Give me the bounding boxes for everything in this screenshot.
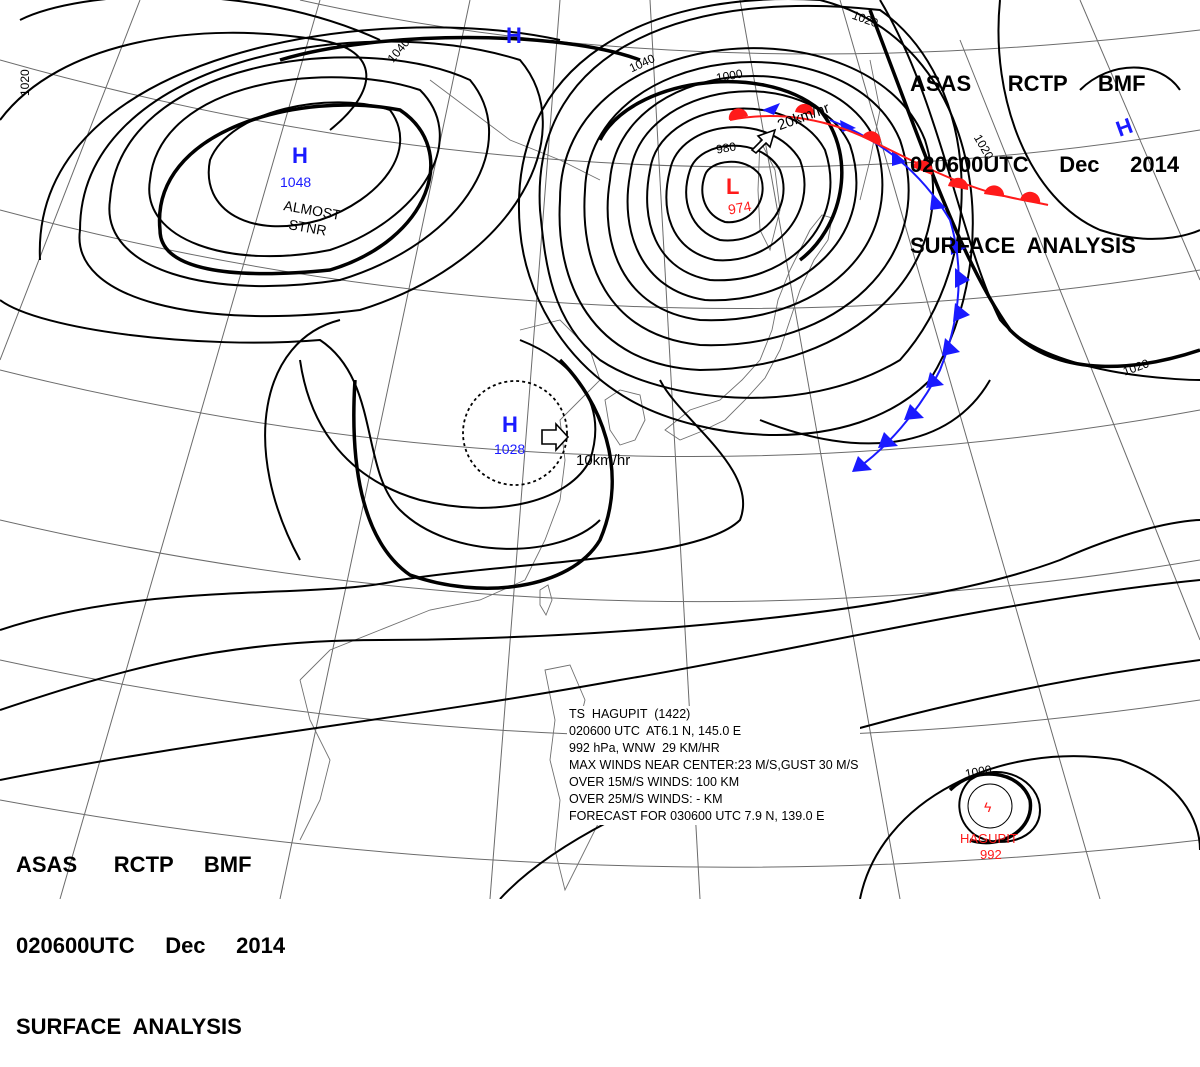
warm-front-bulb [862, 131, 881, 145]
high-center-china: H 1028 10km/hr [494, 412, 630, 469]
cold-front-barb [762, 103, 780, 115]
low-pressure-value: 974 [727, 198, 753, 218]
high-pressure-value: 1028 [494, 441, 525, 457]
header-line: ASAS RCTP BMF [910, 71, 1146, 96]
stationary-note: STNR [287, 216, 327, 238]
cold-front-barb [950, 236, 966, 255]
high-symbol-north: H [506, 23, 522, 48]
siberia-coast [429, 79, 601, 181]
cold-front-barb [955, 268, 970, 288]
cold-front-barb [892, 150, 906, 166]
cold-front-barb [953, 303, 970, 322]
high-center-mongolia: H 1048 ALMOST STNR [280, 143, 342, 239]
typhoon-info-line: MAX WINDS NEAR CENTER:23 M/S,GUST 30 M/S [567, 757, 861, 774]
typhoon-info-line: OVER 25M/S WINDS: - KM [567, 791, 861, 808]
warm-front-bulb [728, 108, 748, 120]
cold-front [762, 103, 970, 472]
isobar-label: 1000 [715, 66, 744, 84]
high-symbol: H [292, 143, 308, 168]
warm-front-bulb [948, 177, 969, 190]
typhoon-pressure: 992 [980, 847, 1002, 862]
warm-front-bulb [1020, 191, 1041, 204]
typhoon-info-line: OVER 15M/S WINDS: 100 KM [567, 774, 861, 791]
high-motion-speed: 10km/hr [576, 452, 630, 469]
warm-front [728, 103, 1049, 206]
header-line: SURFACE ANALYSIS [16, 1014, 242, 1039]
high-symbol: H [502, 412, 518, 437]
header-top: ASAS RCTP BMF 020600UTC Dec 2014 SURFACE… [910, 16, 1179, 286]
coastlines [299, 59, 881, 892]
isobar-label: 980 [715, 139, 737, 156]
taiwan-coast [539, 584, 553, 617]
graticule [0, 0, 1200, 899]
typhoon-icon: ϟ [984, 799, 992, 815]
korea-coast [604, 389, 646, 446]
cold-front-barb [942, 338, 960, 356]
philippines-coast [544, 664, 601, 892]
low-symbol: L [726, 174, 739, 199]
cold-front-barb [930, 193, 946, 210]
cold-front-barb [852, 456, 872, 472]
warm-front-bulb [795, 103, 815, 115]
cold-front-barb [926, 372, 944, 388]
motion-arrow-high [541, 421, 570, 453]
typhoon-info-line: FORECAST FOR 030600 UTC 7.9 N, 139.0 E [567, 808, 861, 825]
isobar-label: 1020 [18, 69, 32, 96]
warm-front-bulb [912, 160, 933, 175]
high-influence-circle [462, 380, 568, 486]
vietnam-coast [299, 679, 331, 841]
header-line: SURFACE ANALYSIS [910, 233, 1136, 258]
typhoon-info-line: TS HAGUPIT (1422) [567, 706, 861, 723]
typhoon-info: TS HAGUPIT (1422) 020600 UTC AT6.1 N, 14… [567, 706, 861, 825]
motion-arrow-low [750, 128, 777, 155]
header-line: ASAS RCTP BMF [16, 852, 252, 877]
china-coast [299, 319, 601, 681]
cold-front-barb [904, 404, 924, 420]
header-bottom: ASAS RCTP BMF 020600UTC Dec 2014 SURFACE… [16, 797, 285, 1067]
typhoon-circle [967, 783, 1013, 829]
high-pressure-value: 1048 [280, 174, 311, 190]
sakhalin-coast [757, 139, 781, 252]
isobar-label: 1000 [964, 762, 993, 780]
header-line: 020600UTC Dec 2014 [16, 933, 286, 958]
typhoon-center: ϟ HAGUPIT 992 [960, 799, 1018, 862]
typhoon-name: HAGUPIT [960, 831, 1018, 846]
typhoon-info-line: 020600 UTC AT6.1 N, 145.0 E [567, 723, 861, 740]
header-line: 020600UTC Dec 2014 [910, 152, 1180, 177]
cold-front-barb [878, 432, 898, 448]
major-isobars [157, 9, 1200, 845]
warm-front-bulb [984, 185, 1005, 197]
typhoon-info-line: 992 hPa, WNW 29 KM/HR [567, 740, 861, 757]
